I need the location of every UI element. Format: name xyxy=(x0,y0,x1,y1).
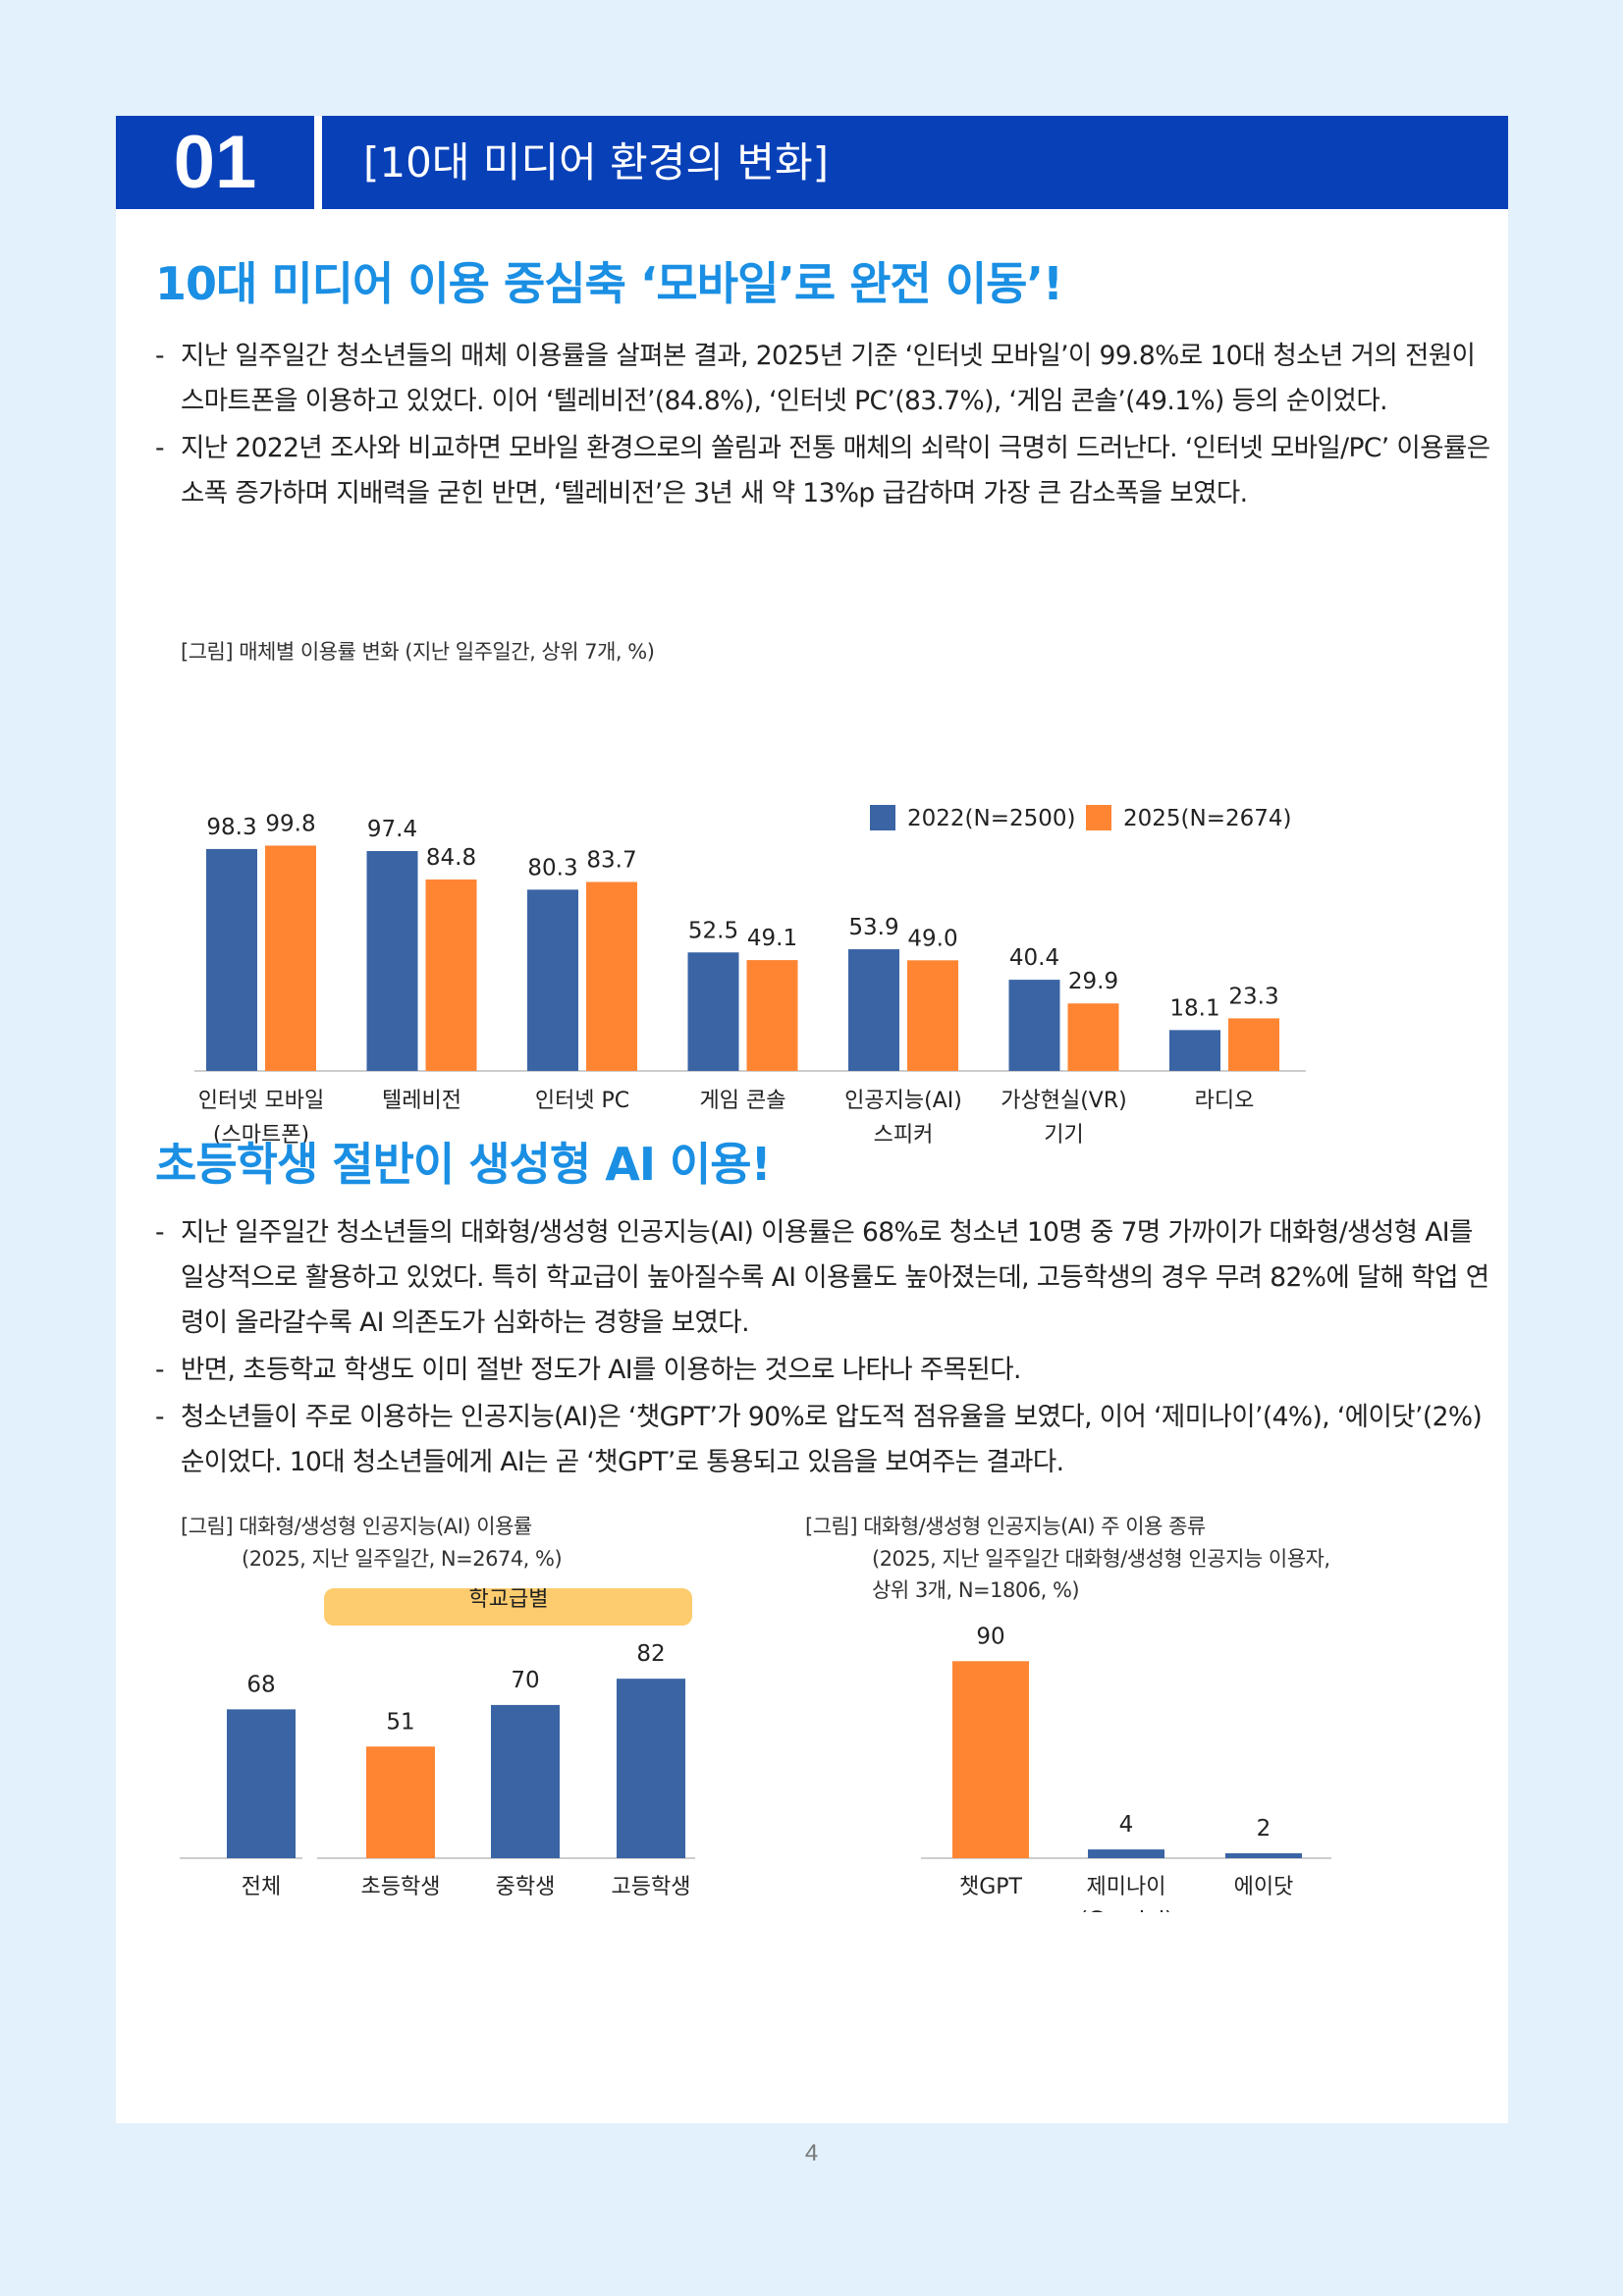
category-label: 라디오 xyxy=(1195,1089,1255,1113)
data-label: 84.8 xyxy=(426,845,476,871)
group-label: 학교급별 xyxy=(469,1588,549,1612)
bar xyxy=(1225,1853,1302,1858)
data-label: 49.1 xyxy=(747,926,797,951)
category-label: 제미나이 xyxy=(1087,1875,1166,1899)
data-label: 80.3 xyxy=(527,855,577,881)
data-label: 52.5 xyxy=(688,918,738,943)
chart2-caption-sub: (2025, 지난 일주일간, N=2674, %) xyxy=(242,1547,563,1571)
bar xyxy=(687,952,739,1071)
data-label: 98.3 xyxy=(206,815,256,840)
page: 01 [10대 미디어 환경의 변화] 10대 미디어 이용 중심축 ‘모바일’… xyxy=(116,116,1508,2123)
group-band xyxy=(324,1588,692,1626)
page-number: 4 xyxy=(804,2140,819,2166)
legend-swatch xyxy=(1086,805,1111,830)
category-label: 텔레비전 xyxy=(382,1089,461,1113)
bullet-item: 지난 일주일간 청소년들의 매체 이용률을 살펴본 결과, 2025년 기준 ‘… xyxy=(155,334,1490,424)
bar xyxy=(586,881,637,1071)
bar xyxy=(491,1704,560,1858)
category-label: 에이닷 xyxy=(1234,1875,1294,1899)
section-banner: 01 [10대 미디어 환경의 변화] xyxy=(116,116,1508,209)
section2-heading: 초등학생 절반이 생성형 AI 이용! xyxy=(155,1138,772,1191)
bar xyxy=(1088,1849,1164,1858)
category-label: 중학생 xyxy=(496,1875,556,1899)
data-label: 70 xyxy=(511,1668,539,1693)
category-label: 인공지능(AI) xyxy=(844,1089,962,1113)
bar xyxy=(848,949,899,1071)
category-label: 기기 xyxy=(1044,1123,1083,1148)
chart3-caption-sub: (2025, 지난 일주일간 대화형/생성형 인공지능 이용자, xyxy=(872,1547,1330,1571)
ai-type-chart: 90 챗GPT 4 제미나이 (Gemini) 2 에이닷 xyxy=(921,1624,1331,1912)
chart2-caption: [그림] 대화형/생성형 인공지능(AI) 이용률 xyxy=(181,1515,532,1538)
category-label: 고등학생 xyxy=(612,1875,691,1899)
bar xyxy=(1169,1030,1220,1071)
data-label: 83.7 xyxy=(586,847,636,873)
data-label: 82 xyxy=(636,1641,665,1667)
section-title: [10대 미디어 환경의 변화] xyxy=(322,116,1508,209)
category-label: 챗GPT xyxy=(959,1875,1023,1899)
bar xyxy=(1067,1003,1119,1071)
data-label: 4 xyxy=(1119,1812,1134,1838)
data-label: 2 xyxy=(1257,1816,1271,1842)
bar xyxy=(206,848,257,1071)
data-label: 23.3 xyxy=(1228,984,1278,1009)
bar xyxy=(366,1746,435,1858)
data-label: 68 xyxy=(246,1672,275,1697)
section-number: 01 xyxy=(116,116,314,209)
bullet-item: 반면, 초등학교 학생도 이미 절반 정도가 AI를 이용하는 것으로 나타나 … xyxy=(155,1348,1490,1393)
data-label: 18.1 xyxy=(1169,995,1219,1021)
section1-heading: 10대 미디어 이용 중심축 ‘모바일’로 완전 이동’! xyxy=(155,257,1063,310)
bullet-item: 청소년들이 주로 이용하는 인공지능(AI)은 ‘챗GPT’가 90%로 압도적… xyxy=(155,1395,1490,1485)
chart1-caption: [그림] 매체별 이용률 변화 (지난 일주일간, 상위 7개, %) xyxy=(181,640,655,664)
bar xyxy=(265,845,316,1071)
data-label: 49.0 xyxy=(907,926,957,951)
category-label: 인터넷 PC xyxy=(535,1089,629,1113)
data-label: 29.9 xyxy=(1068,969,1118,994)
category-label: 인터넷 모바일 xyxy=(198,1089,324,1113)
category-label: 가상현실(VR) xyxy=(1001,1089,1126,1113)
bar xyxy=(907,960,958,1071)
ai-usage-by-school-chart: 학교급별 68 전체 51 초등학생 70 중학생 82 고등학생 xyxy=(180,1588,695,1899)
bar xyxy=(366,850,418,1071)
chart3-caption-sub2: 상위 3개, N=1806, %) xyxy=(872,1578,1080,1602)
bar xyxy=(227,1709,296,1858)
bar xyxy=(1228,1018,1279,1071)
data-label: 53.9 xyxy=(848,915,898,940)
data-label: 40.4 xyxy=(1009,945,1059,971)
category-label: 게임 콘솔 xyxy=(700,1089,786,1113)
data-label: 51 xyxy=(386,1709,414,1735)
media-usage-chart: 98.3 99.8 인터넷 모바일 (스마트폰) 97.4 84.8 텔레비전 80.3 83.… xyxy=(194,805,1306,1148)
chart3-caption: [그림] 대화형/생성형 인공지능(AI) 주 이용 종류 xyxy=(805,1515,1206,1538)
data-label: 99.8 xyxy=(265,811,315,836)
category-label: (Gemini) xyxy=(1079,1908,1172,1912)
legend-swatch xyxy=(870,805,895,830)
bar xyxy=(1008,980,1060,1071)
section1-bullets: 지난 일주일간 청소년들의 매체 이용률을 살펴본 결과, 2025년 기준 ‘… xyxy=(155,334,1490,518)
category-label: 전체 xyxy=(242,1875,281,1899)
bar xyxy=(527,889,578,1071)
bar xyxy=(952,1661,1029,1858)
section2-bullets: 지난 일주일간 청소년들의 대화형/생성형 인공지능(AI) 이용률은 68%로… xyxy=(155,1210,1490,1487)
data-label: 97.4 xyxy=(367,817,417,842)
bar xyxy=(425,879,477,1071)
category-label: 스피커 xyxy=(874,1123,934,1148)
data-label: 90 xyxy=(976,1624,1004,1649)
legend-label: 2022(N=2500) xyxy=(907,806,1076,831)
bar xyxy=(617,1679,685,1858)
category-label: 초등학생 xyxy=(361,1875,441,1899)
bullet-item: 지난 2022년 조사와 비교하면 모바일 환경으로의 쏠림과 전통 매체의 쇠… xyxy=(155,426,1490,516)
legend-label: 2025(N=2674) xyxy=(1123,806,1292,831)
bar xyxy=(746,960,798,1071)
category-label: (스마트폰) xyxy=(213,1123,309,1148)
bullet-item: 지난 일주일간 청소년들의 대화형/생성형 인공지능(AI) 이용률은 68%로… xyxy=(155,1210,1490,1346)
